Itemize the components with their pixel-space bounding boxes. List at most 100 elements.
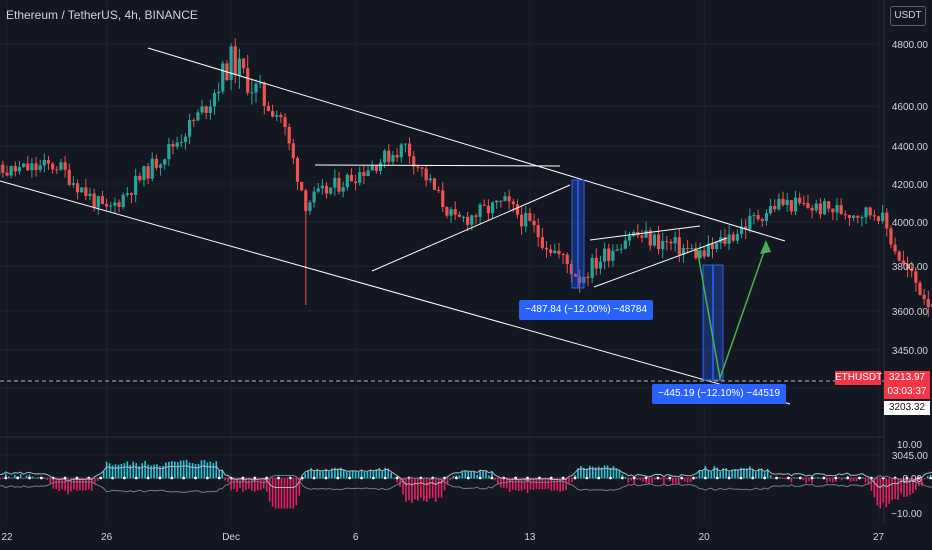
macd-histogram-bar — [230, 478, 232, 491]
macd-histogram-bar — [666, 478, 668, 480]
candle-body — [466, 216, 470, 225]
macd-histogram-bar — [918, 478, 920, 487]
candle-body — [403, 143, 407, 145]
candle-body — [860, 217, 864, 219]
triangle-bottom-line — [371, 184, 571, 272]
macd-histogram-bar — [470, 471, 473, 479]
macd-dot — [205, 476, 209, 480]
macd-histogram-bar — [13, 474, 16, 479]
currency-badge[interactable]: USDT — [890, 6, 926, 26]
candle-body — [100, 196, 105, 204]
macd-dot — [609, 476, 612, 480]
macd-histogram-bar — [627, 478, 630, 483]
time-axis: 2226Dec6132027202251017 — [1, 532, 884, 543]
macd-histogram-bar — [449, 478, 452, 481]
macd-dot — [680, 476, 684, 480]
candle-body — [212, 93, 217, 107]
macd-histogram-bar — [754, 471, 757, 479]
macd-histogram-bar — [408, 478, 410, 501]
candle-body — [138, 175, 142, 181]
candle-body — [308, 202, 312, 211]
macd-dot — [454, 476, 458, 480]
candle-body — [864, 207, 868, 218]
macd-histogram-bar — [885, 478, 888, 508]
candle-body — [370, 165, 374, 171]
candle-body — [802, 202, 806, 204]
macd-histogram-bar — [594, 467, 597, 479]
candle-body — [391, 155, 395, 162]
macd-dot — [395, 476, 399, 480]
macd-histogram-bar — [888, 478, 890, 504]
candle-body — [486, 205, 490, 214]
macd-dot — [692, 476, 695, 480]
macd-dot — [597, 476, 601, 480]
macd-histogram-bar — [491, 472, 493, 479]
candle-body — [914, 271, 918, 283]
macd-histogram-bar — [740, 467, 742, 479]
macd-histogram-bar — [144, 460, 146, 479]
macd-histogram-bar — [0, 478, 1, 480]
macd-histogram-bar — [363, 471, 366, 479]
macd-histogram-bar — [141, 463, 143, 479]
candle-body — [188, 120, 192, 137]
candle-body — [495, 200, 499, 203]
macd-histogram-bar — [227, 478, 229, 483]
macd-histogram-bar — [840, 478, 843, 481]
candle-body — [673, 237, 677, 244]
macd-histogram-bar — [923, 478, 926, 480]
macd-histogram-bar — [734, 469, 736, 479]
candle-body — [345, 174, 349, 188]
macd-histogram-bar — [357, 471, 360, 479]
candle-body — [735, 234, 739, 241]
macd-histogram-bar — [179, 460, 182, 479]
signal-line — [0, 474, 932, 493]
macd-histogram-bar — [52, 478, 55, 489]
macd-histogram-bar — [55, 478, 58, 490]
macd-histogram-bar — [19, 474, 22, 479]
candle-body — [163, 159, 167, 165]
macd-histogram-bar — [218, 469, 221, 479]
candle-body — [499, 200, 503, 202]
candle-body — [827, 201, 831, 209]
macd-histogram-bar — [111, 465, 114, 479]
macd-histogram-bar — [784, 478, 787, 480]
candle-body — [262, 82, 266, 106]
macd-histogram-bar — [22, 478, 25, 480]
candle-body — [756, 215, 760, 220]
macd-histogram-bar — [310, 468, 312, 479]
candle-body — [686, 247, 690, 249]
candle-body — [640, 235, 644, 238]
candle-body — [769, 206, 773, 214]
candle-body — [677, 237, 681, 255]
macd-histogram-bar — [867, 478, 870, 485]
macd-histogram-bar — [307, 470, 309, 479]
candle-body — [96, 196, 100, 208]
macd-dot — [312, 476, 316, 480]
candle-body — [312, 191, 316, 203]
candle-body — [445, 207, 449, 216]
candle-body — [490, 202, 495, 214]
candle-body — [80, 187, 84, 193]
candle-body — [55, 169, 59, 171]
macd-histogram-bar — [790, 478, 793, 483]
flag-bottom-line — [593, 237, 728, 288]
candle-body — [532, 220, 536, 226]
macd-dot — [585, 476, 589, 480]
macd-histogram-bar — [473, 472, 475, 479]
price-tick-label: 3450.00 — [892, 346, 929, 357]
macd-histogram-bar — [105, 461, 108, 479]
macd-histogram-bar — [126, 461, 129, 479]
macd-histogram-bar — [630, 478, 633, 481]
macd-dot — [63, 476, 67, 480]
macd-histogram-bar — [716, 467, 719, 479]
macd-histogram-bar — [348, 471, 351, 479]
macd-dot — [846, 476, 850, 480]
macd-histogram-bar — [64, 478, 66, 491]
macd-dot — [360, 476, 363, 480]
candle-body — [441, 190, 445, 208]
candle-body — [739, 226, 744, 235]
candle-body — [623, 240, 627, 249]
macd-dot — [905, 476, 909, 480]
macd-histogram-bar — [369, 469, 372, 479]
